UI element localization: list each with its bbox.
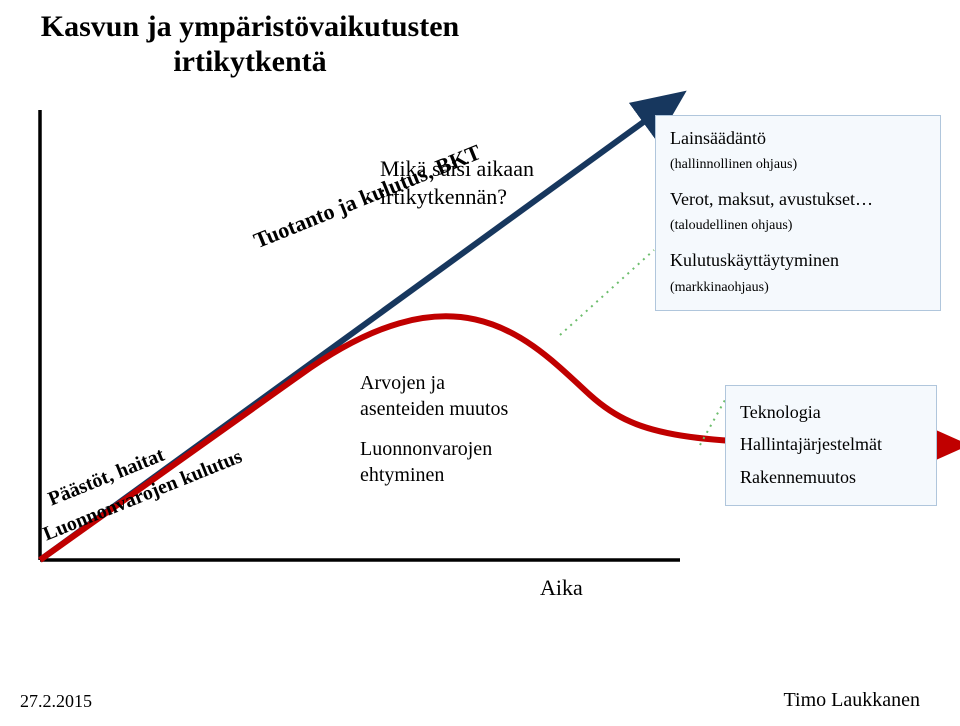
tech-item-1: Hallintajärjestelmät (740, 428, 922, 460)
policies-box: Lainsäädäntö (hallinnollinen ohjaus) Ver… (655, 115, 941, 311)
footer-author: Timo Laukkanen (784, 689, 920, 712)
tech-box: Teknologia Hallintajärjestelmät Rakennem… (725, 385, 937, 506)
policy-item-1: Verot, maksut, avustukset… (taloudelline… (670, 187, 926, 236)
dotted-connector-1 (560, 250, 654, 335)
x-axis-label: Aika (540, 575, 583, 601)
cause-values-2: asenteiden muutos (360, 398, 508, 420)
footer-date: 27.2.2015 (20, 691, 92, 712)
tech-item-0: Teknologia (740, 396, 922, 428)
policy-item-0: Lainsäädäntö (hallinnollinen ohjaus) (670, 126, 926, 175)
cause-resources-1: Luonnonvarojen (360, 438, 492, 460)
question-line2: irtikytkennän? (380, 184, 507, 209)
question-text: Mikä saisi aikaan irtikytkennän? (380, 155, 534, 210)
tech-item-2: Rakennemuutos (740, 461, 922, 493)
diagram-canvas (0, 0, 960, 726)
question-line1: Mikä saisi aikaan (380, 156, 534, 181)
center-causes: Arvojen ja asenteiden muutos Luonnonvaro… (360, 370, 508, 488)
cause-resources-2: ehtyminen (360, 464, 444, 486)
cause-values-1: Arvojen ja (360, 372, 445, 394)
policy-item-2: Kulutuskäyttäytyminen (markkinaohjaus) (670, 248, 926, 297)
